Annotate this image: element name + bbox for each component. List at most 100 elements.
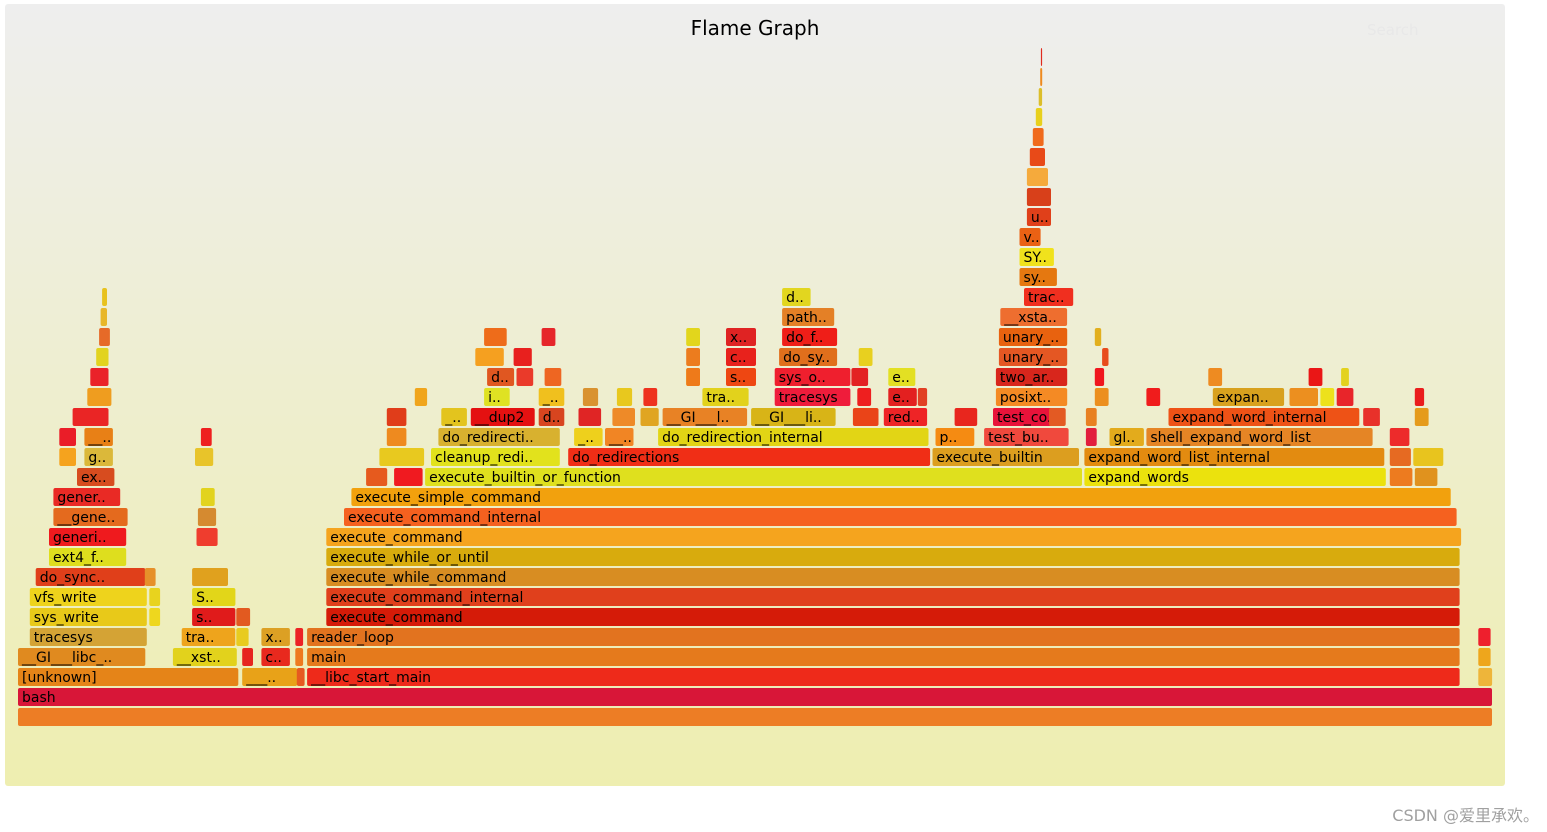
frame-bar[interactable] — [487, 368, 515, 386]
frame-xsta-79[interactable]: __xsta.. — [1000, 308, 1068, 326]
frame-unlabeled-46[interactable]: __.. — [605, 428, 634, 446]
frame-unlabeled-130[interactable] — [1146, 388, 1161, 406]
frame-bar[interactable] — [1389, 448, 1411, 466]
frame-bar[interactable] — [544, 368, 562, 386]
frame-expan-66[interactable]: expan.. — [1212, 388, 1285, 406]
frame-bar[interactable] — [326, 568, 1460, 586]
frame-bar[interactable] — [751, 408, 836, 426]
frame-unlabeled-144[interactable] — [200, 428, 212, 446]
frame-bar[interactable] — [344, 508, 1457, 526]
frame-bar[interactable] — [1019, 248, 1054, 266]
frame-unlabeled-162[interactable] — [236, 608, 251, 626]
frame-unlabeled-152[interactable] — [100, 308, 107, 326]
frame-do-sy-73[interactable]: do_sy.. — [779, 348, 838, 366]
frame-bar[interactable] — [568, 448, 931, 466]
frame-bar[interactable] — [702, 388, 749, 406]
frame-bar[interactable] — [149, 608, 161, 626]
frame-unlabeled-164[interactable] — [295, 648, 304, 666]
frame-bar[interactable] — [1038, 88, 1043, 106]
frame-bar[interactable] — [1208, 368, 1223, 386]
frame-ext4-f-25[interactable]: ext4_f.. — [49, 548, 127, 566]
frame-bar[interactable] — [1478, 628, 1491, 646]
frame-v-84[interactable]: v.. — [1019, 228, 1041, 246]
frame-bar[interactable] — [307, 628, 1460, 646]
frame-bar[interactable] — [72, 408, 109, 426]
frame-unlabeled-163[interactable] — [295, 628, 304, 646]
frame-unary-74[interactable]: unary_.. — [998, 348, 1068, 366]
frame-bar[interactable] — [484, 388, 510, 406]
frame-bar[interactable] — [470, 408, 535, 426]
frame-bar[interactable] — [307, 668, 1460, 686]
frame-unlabeled-137[interactable] — [1414, 408, 1429, 426]
frame-bar[interactable] — [18, 688, 1492, 706]
frame-unlabeled-156[interactable] — [144, 568, 156, 586]
frame-ex-34[interactable]: ex.. — [77, 468, 115, 486]
frame-bar[interactable] — [236, 608, 251, 626]
frame-unlabeled-142[interactable] — [1049, 408, 1066, 426]
frame-unlabeled-93[interactable] — [1040, 48, 1043, 66]
frame-reader-loop-14[interactable]: reader_loop — [307, 628, 1460, 646]
frame-unlabeled-43[interactable]: __.. — [84, 428, 113, 446]
frame-unlabeled-143[interactable] — [195, 448, 214, 466]
frame-bar[interactable] — [96, 348, 109, 366]
frame-gener-32[interactable]: gener.. — [53, 488, 121, 506]
frame-bar[interactable] — [995, 368, 1068, 386]
frame-unlabeled-126[interactable] — [1085, 428, 1097, 446]
frame-bar[interactable] — [326, 608, 1460, 626]
frame-bar[interactable] — [782, 328, 838, 346]
frame-tracesys-11[interactable]: tracesys — [29, 628, 147, 646]
frame-bar[interactable] — [1040, 48, 1043, 66]
frame-bar[interactable] — [513, 348, 532, 366]
frame-unlabeled-129[interactable] — [1094, 368, 1105, 386]
frame-execute-command-29[interactable]: execute_command — [326, 528, 1462, 546]
frame-bar[interactable] — [774, 388, 851, 406]
frame-bar[interactable] — [516, 368, 534, 386]
frame-unlabeled-15[interactable] — [1478, 628, 1491, 646]
frame-bar[interactable] — [1085, 428, 1097, 446]
frame-bar[interactable] — [616, 388, 633, 406]
frame-bar[interactable] — [1320, 388, 1335, 406]
frame-unlabeled-0[interactable] — [18, 708, 1492, 726]
frame-gi-l-55[interactable]: __GI___l.. — [662, 408, 748, 426]
frame-bar[interactable] — [932, 448, 1080, 466]
frame-unlabeled-153[interactable] — [102, 288, 107, 306]
frame-main-9[interactable]: main — [307, 648, 1460, 666]
frame-unlabeled-101[interactable] — [544, 368, 562, 386]
frame-bar[interactable] — [49, 528, 127, 546]
frame-s-17[interactable]: s.. — [192, 608, 236, 626]
frame-unlabeled-140[interactable] — [1094, 328, 1102, 346]
frame-bar[interactable] — [1032, 128, 1044, 146]
frame-bar[interactable] — [475, 348, 504, 366]
frame-d-67[interactable]: d.. — [487, 368, 515, 386]
frame-bar[interactable] — [1289, 388, 1319, 406]
frame-bar[interactable] — [726, 328, 756, 346]
frame-bar[interactable] — [640, 408, 659, 426]
frame-unlabeled-45[interactable]: _.. — [574, 428, 603, 446]
frame-bar[interactable] — [307, 648, 1460, 666]
frame-unlabeled-98[interactable] — [366, 468, 388, 486]
frame-bar[interactable] — [59, 428, 76, 446]
frame-unlabeled-149[interactable] — [90, 368, 109, 386]
frame-unary-77[interactable]: unary_.. — [998, 328, 1068, 346]
frame-bar[interactable] — [852, 408, 879, 426]
frame-bar[interactable] — [53, 508, 128, 526]
frame-sy-82[interactable]: sy.. — [1019, 268, 1057, 286]
frame-unlabeled-95[interactable] — [386, 408, 407, 426]
frame-bar[interactable] — [29, 588, 147, 606]
frame-d-80[interactable]: d.. — [782, 288, 811, 306]
frame-bar[interactable] — [1363, 408, 1380, 426]
frame-sys-o-69[interactable]: sys_o.. — [774, 368, 851, 386]
frame-bar[interactable] — [726, 368, 756, 386]
frame-bar[interactable] — [888, 388, 917, 406]
frame-bar[interactable] — [857, 388, 872, 406]
frame-vfs-write-19[interactable]: vfs_write — [29, 588, 147, 606]
frame-bar[interactable] — [1029, 148, 1045, 166]
frame-unlabeled-139[interactable] — [1341, 368, 1349, 386]
frame-bar[interactable] — [1084, 468, 1386, 486]
frame-do-redirecti-44[interactable]: do_redirecti.. — [438, 428, 560, 446]
frame-unlabeled-110[interactable] — [616, 388, 633, 406]
frame-unlabeled-116[interactable] — [851, 368, 869, 386]
frame-bar[interactable] — [954, 408, 978, 426]
frame-unlabeled-132[interactable] — [1289, 388, 1319, 406]
frame-bar[interactable] — [1308, 368, 1323, 386]
